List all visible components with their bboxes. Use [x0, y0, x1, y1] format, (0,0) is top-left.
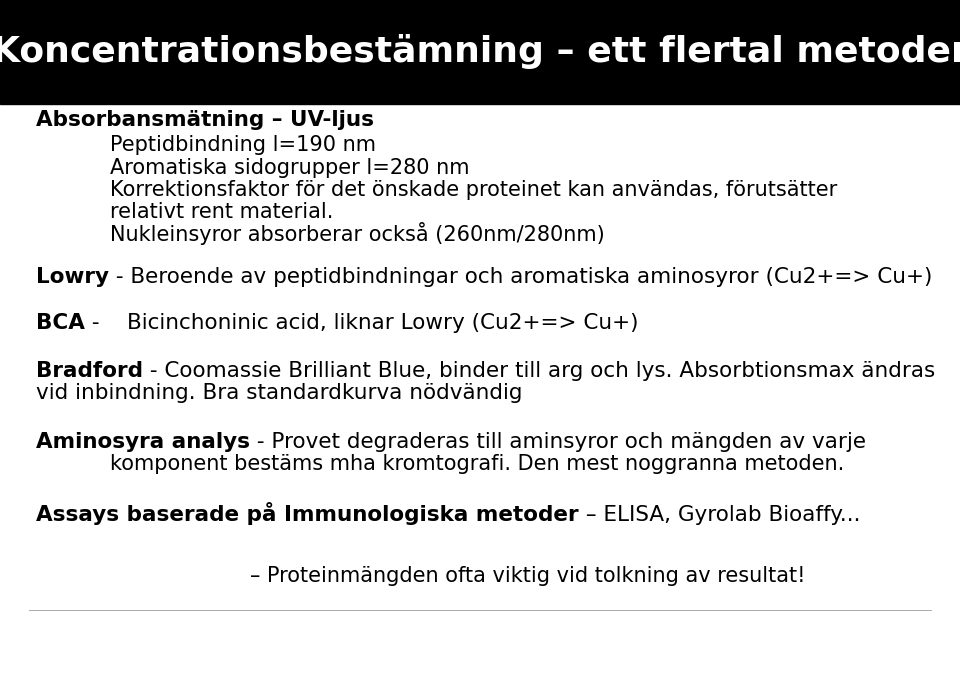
- Text: Assays baserade på Immunologiska metoder: Assays baserade på Immunologiska metoder: [36, 502, 579, 525]
- Text: Peptidbindning l=190 nm: Peptidbindning l=190 nm: [110, 135, 376, 155]
- Text: - Beroende av peptidbindningar och aromatiska aminosyror (Cu2+=> Cu+): - Beroende av peptidbindningar och aroma…: [109, 267, 933, 287]
- Text: relativt rent material.: relativt rent material.: [110, 202, 334, 223]
- Text: Aromatiska sidogrupper l=280 nm: Aromatiska sidogrupper l=280 nm: [110, 158, 469, 178]
- Text: Lowry: Lowry: [36, 267, 109, 287]
- Text: Absorbansmätning – UV-ljus: Absorbansmätning – UV-ljus: [36, 110, 374, 130]
- Text: – ELISA, Gyrolab Bioaffy...: – ELISA, Gyrolab Bioaffy...: [579, 505, 860, 525]
- Text: komponent bestäms mha kromtografi. Den mest noggranna metoden.: komponent bestäms mha kromtografi. Den m…: [110, 454, 845, 475]
- Text: – Proteinmängden ofta viktig vid tolkning av resultat!: – Proteinmängden ofta viktig vid tolknin…: [250, 566, 805, 587]
- Text: -    Bicinchoninic acid, liknar Lowry (Cu2+=> Cu+): - Bicinchoninic acid, liknar Lowry (Cu2+…: [85, 313, 638, 333]
- Text: BCA: BCA: [36, 313, 85, 333]
- Text: vid inbindning. Bra standardkurva nödvändig: vid inbindning. Bra standardkurva nödvän…: [36, 383, 523, 403]
- Text: - Provet degraderas till aminsyror och mängden av varje: - Provet degraderas till aminsyror och m…: [251, 432, 867, 452]
- Text: Nukleinsyror absorberar också (260nm/280nm): Nukleinsyror absorberar också (260nm/280…: [110, 222, 605, 245]
- Text: Bradford: Bradford: [36, 360, 143, 381]
- Text: Korrektionsfaktor för det önskade proteinet kan användas, förutsätter: Korrektionsfaktor för det önskade protei…: [110, 180, 838, 200]
- Text: Aminosyra analys: Aminosyra analys: [36, 432, 251, 452]
- Text: Koncentrationsbestämning – ett flertal metoder: Koncentrationsbestämning – ett flertal m…: [0, 34, 960, 69]
- Text: - Coomassie Brilliant Blue, binder till arg och lys. Absorbtionsmax ändras: - Coomassie Brilliant Blue, binder till …: [143, 360, 936, 381]
